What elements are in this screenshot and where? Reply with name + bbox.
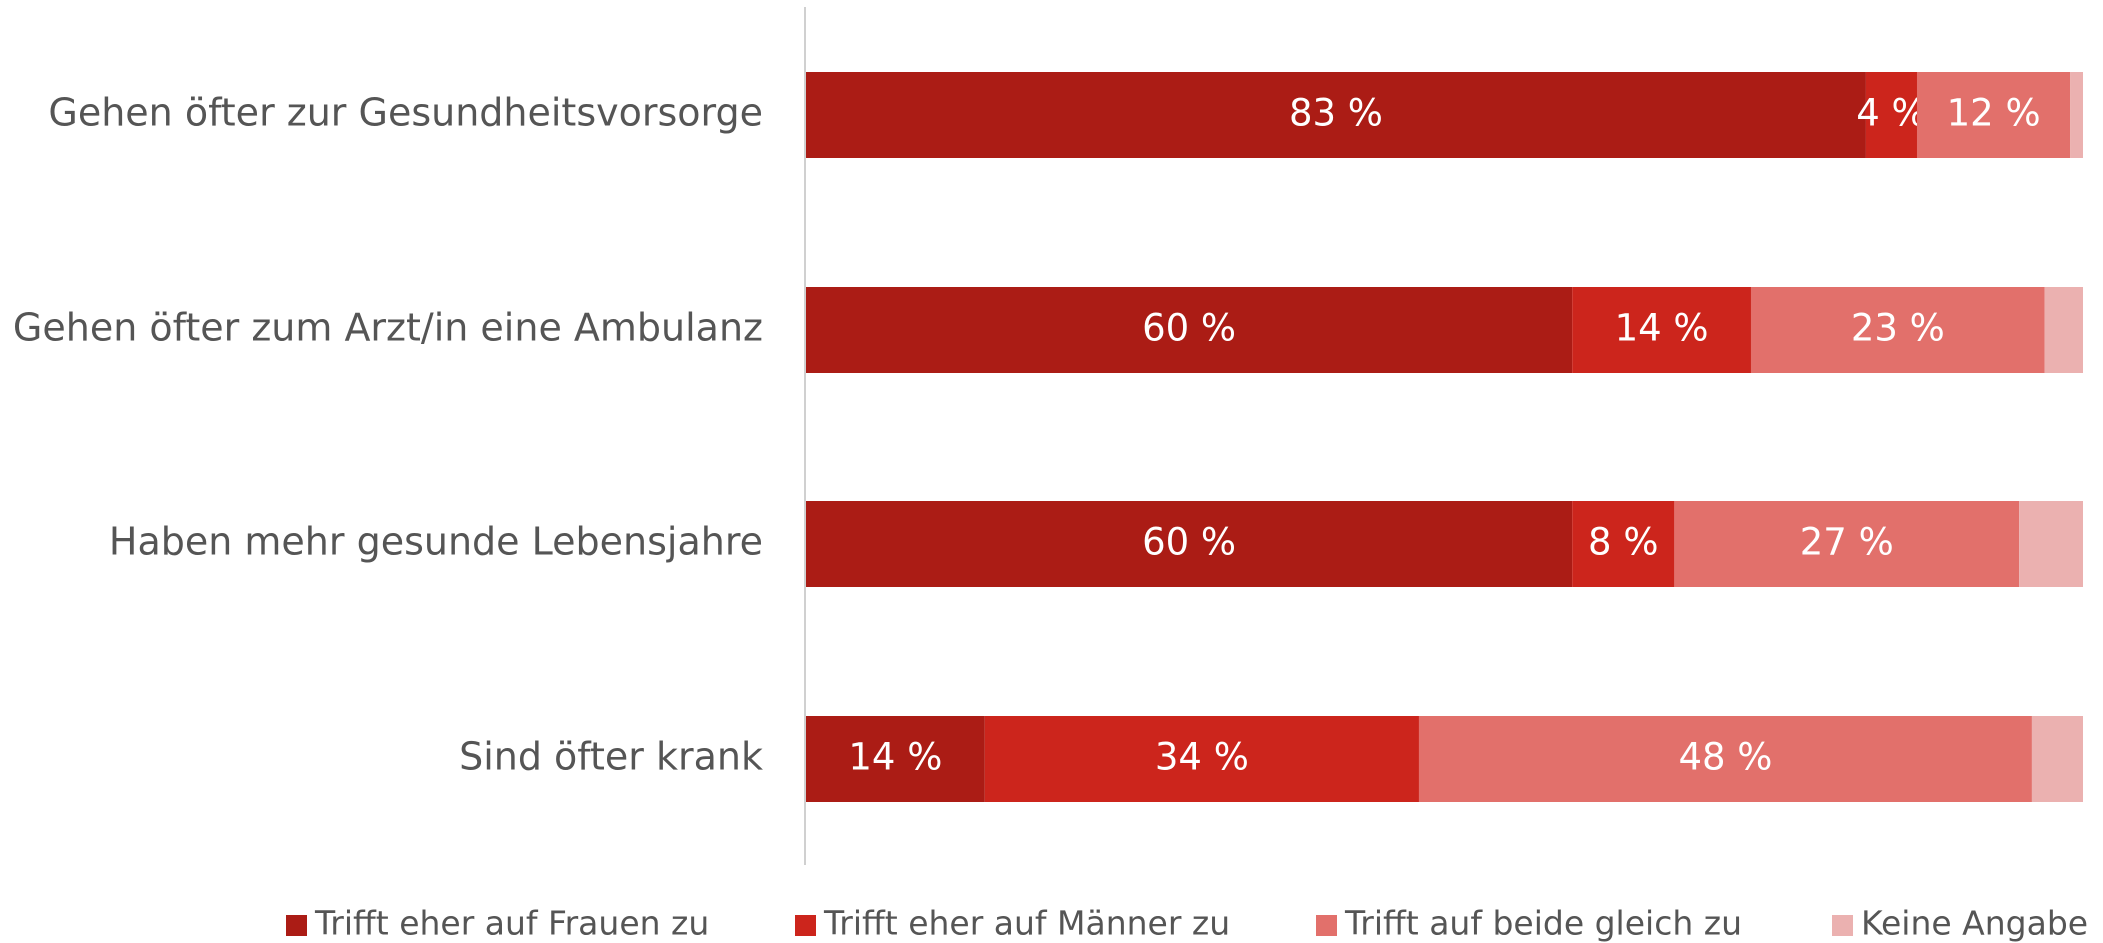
bar-segment (2070, 72, 2083, 158)
legend-swatch (1316, 915, 1337, 936)
bar-segment (1572, 287, 1751, 373)
value-label: 14 % (848, 736, 942, 779)
value-label: 14 % (1615, 307, 1709, 350)
bar-segment (1750, 287, 2045, 373)
value-label: 60 % (1142, 521, 1236, 564)
bar-segment (1674, 501, 2020, 587)
bar-segment (806, 287, 1573, 373)
bar-segment (1916, 72, 2071, 158)
category-label: Gehen öfter zur Gesundheitsvorsorge (48, 91, 763, 135)
bar-segment (1418, 716, 2032, 802)
value-label: 4 % (1856, 92, 1926, 135)
category-label: Sind öfter krank (459, 735, 763, 779)
value-label: 48 % (1678, 736, 1772, 779)
value-label: 23 % (1851, 307, 1945, 350)
legend-label: Trifft eher auf Frauen zu (314, 904, 709, 943)
category-label: Gehen öfter zum Arzt/in eine Ambulanz (13, 306, 763, 350)
bar-segment (806, 72, 1866, 158)
value-label: 83 % (1289, 92, 1383, 135)
bar-segment (1572, 501, 1675, 587)
bar-segment (2019, 501, 2083, 587)
legend-label: Trifft auf beide gleich zu (1344, 904, 1742, 943)
bar-segment (806, 716, 985, 802)
legend-label: Keine Angabe (1861, 904, 2088, 943)
bar-segment (2031, 716, 2083, 802)
value-label: 12 % (1947, 92, 2041, 135)
bar-segment (1865, 72, 1917, 158)
value-label: 34 % (1155, 736, 1249, 779)
legend-swatch (1832, 915, 1853, 936)
legend-swatch (795, 915, 816, 936)
bar-segment (984, 716, 1419, 802)
value-label: 60 % (1142, 307, 1236, 350)
category-label: Haben mehr gesunde Lebensjahre (109, 520, 763, 564)
bar-segment (2044, 287, 2083, 373)
legend-swatch (286, 915, 307, 936)
value-label: 8 % (1588, 521, 1658, 564)
value-label: 27 % (1800, 521, 1894, 564)
legend-label: Trifft eher auf Männer zu (823, 904, 1230, 943)
bar-segment (806, 501, 1573, 587)
